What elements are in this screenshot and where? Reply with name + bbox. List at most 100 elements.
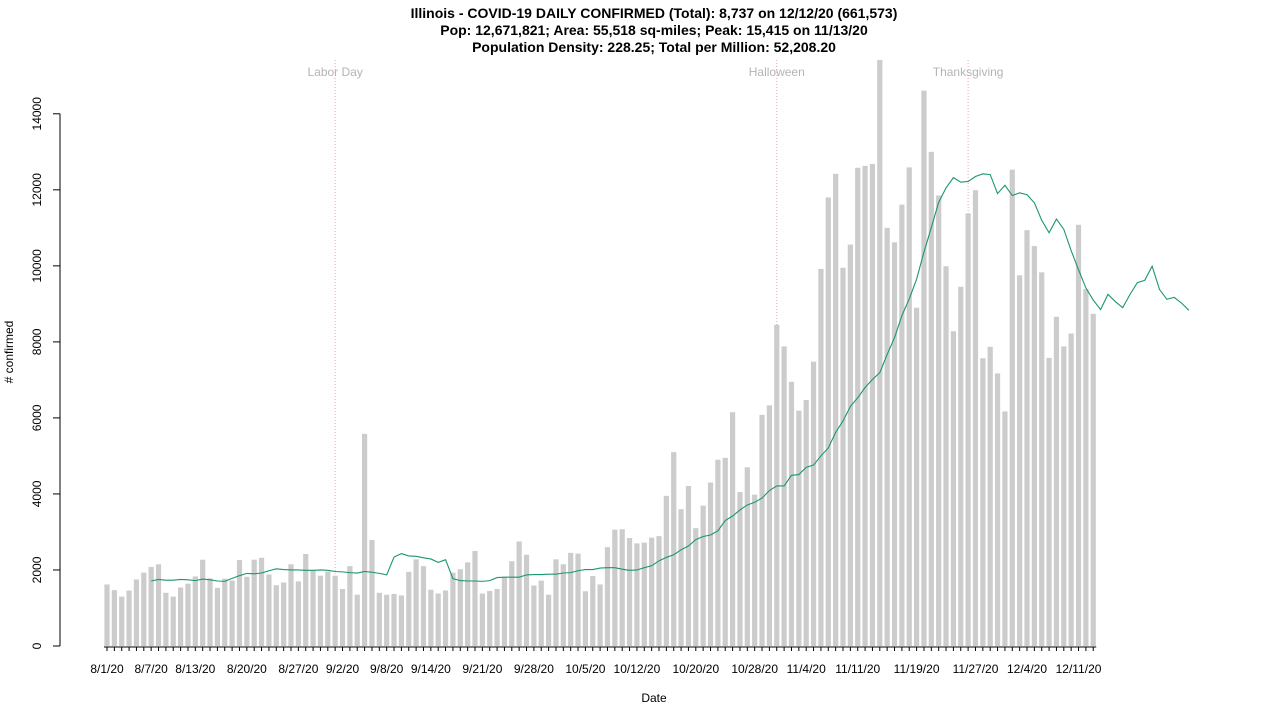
bar-131 (1068, 333, 1074, 646)
x-tick-label-8: 9/21/20 (462, 662, 502, 676)
bar-107 (891, 242, 898, 646)
x-tick-label-13: 10/28/20 (731, 662, 778, 676)
bar-4 (133, 579, 140, 646)
bar-76 (663, 495, 669, 646)
y-tick-label-0: 0 (30, 642, 44, 649)
y-tick-label-3: 6000 (30, 404, 44, 431)
bar-128 (1046, 357, 1052, 646)
bar-113 (936, 195, 942, 646)
bar-64 (575, 553, 581, 646)
bar-73 (641, 542, 647, 646)
bar-111 (921, 90, 927, 647)
bar-127 (1039, 272, 1045, 646)
bar-13 (200, 559, 206, 646)
bar-61 (553, 559, 559, 646)
bar-3 (126, 590, 132, 646)
x-tick-label-18: 12/4/20 (1007, 662, 1047, 676)
x-tick-label-7: 9/14/20 (411, 662, 451, 676)
bar-42 (413, 559, 419, 646)
bar-92 (781, 346, 787, 646)
bar-27 (303, 554, 309, 646)
bar-96 (810, 361, 817, 646)
x-tick-label-17: 11/27/20 (953, 662, 999, 676)
y-axis: 0 2000 4000 6000 8000 10000 12000 14000 (30, 97, 61, 649)
bar-24 (281, 582, 287, 646)
bar-101 (847, 244, 853, 646)
bar-91 (774, 324, 780, 646)
bar-70 (619, 529, 625, 646)
bar-85 (730, 412, 736, 646)
x-tick-label-16: 11/19/20 (894, 662, 940, 676)
bar-29 (317, 575, 324, 646)
bar-56 (516, 541, 522, 646)
bar-68 (604, 547, 611, 646)
bar-130 (1061, 346, 1067, 646)
bar-104 (869, 163, 876, 646)
bar-112 (928, 151, 934, 646)
bar-41 (406, 571, 412, 646)
bar-30 (325, 571, 331, 646)
bar-102 (855, 167, 861, 646)
bar-65 (582, 591, 588, 646)
bar-129 (1053, 316, 1060, 646)
chart-title-line-2: Pop: 12,671,821; Area: 55,518 sq-miles; … (440, 22, 868, 38)
bar-37 (376, 592, 382, 646)
bar-22 (266, 574, 272, 646)
bar-49 (465, 562, 471, 646)
x-tick-label-12: 10/20/20 (672, 662, 719, 676)
x-tick-label-15: 11/11/20 (835, 662, 880, 676)
bar-124 (1017, 275, 1023, 646)
bar-116 (958, 286, 964, 646)
bar-35 (362, 433, 368, 646)
bar-39 (391, 593, 397, 646)
y-tick-label-4: 8000 (30, 328, 44, 355)
moving-average-line (151, 173, 1190, 582)
bar-118 (972, 190, 979, 646)
bar-126 (1031, 246, 1037, 646)
bar-20 (251, 559, 257, 646)
bar-77 (671, 452, 677, 646)
bar-86 (737, 492, 743, 646)
x-tick-label-4: 8/27/20 (278, 662, 318, 676)
x-tick-label-6: 9/8/20 (370, 662, 404, 676)
bar-50 (472, 550, 478, 646)
bar-51 (479, 593, 485, 646)
bar-12 (192, 576, 198, 646)
bar-87 (744, 467, 750, 646)
holiday-annotations: Labor Day Halloween Thanksgiving (307, 60, 1003, 646)
bar-15 (214, 587, 220, 646)
bar-8 (163, 592, 169, 646)
bar-103 (862, 165, 868, 646)
bar-122 (1002, 411, 1008, 646)
bar-108 (899, 204, 905, 646)
bar-106 (884, 227, 890, 646)
y-tick-label-1: 2000 (30, 556, 44, 583)
x-tick-label-0: 8/1/20 (90, 662, 124, 676)
x-tick-label-3: 8/20/20 (227, 662, 267, 676)
bar-14 (207, 578, 213, 646)
x-tick-label-11: 10/12/20 (614, 662, 661, 676)
bar-90 (766, 405, 772, 646)
bar-44 (428, 589, 434, 646)
bar-82 (707, 482, 714, 646)
bar-95 (803, 400, 809, 646)
bar-115 (950, 331, 956, 646)
x-tick-label-14: 11/4/20 (787, 662, 826, 676)
chart-title-line-3: Population Density: 228.25; Total per Mi… (472, 39, 836, 55)
x-tick-label-9: 9/28/20 (514, 662, 554, 676)
bar-80 (693, 528, 699, 646)
y-tick-label-7: 14000 (30, 97, 44, 131)
x-tick-label-1: 8/7/20 (134, 662, 168, 676)
bar-18 (236, 560, 243, 646)
x-tick-label-10: 10/5/20 (565, 662, 605, 676)
bar-43 (420, 566, 427, 646)
bar-117 (965, 213, 971, 646)
x-axis: 8/1/20 8/7/20 8/13/20 8/20/20 8/27/20 9/2/20 9… (90, 646, 1102, 676)
bar-19 (244, 576, 250, 646)
bar-52 (487, 590, 493, 646)
bar-46 (442, 590, 449, 646)
bar-120 (987, 346, 993, 646)
bar-133 (1083, 289, 1089, 646)
bar-132 (1075, 224, 1082, 647)
bar-74 (649, 537, 655, 646)
